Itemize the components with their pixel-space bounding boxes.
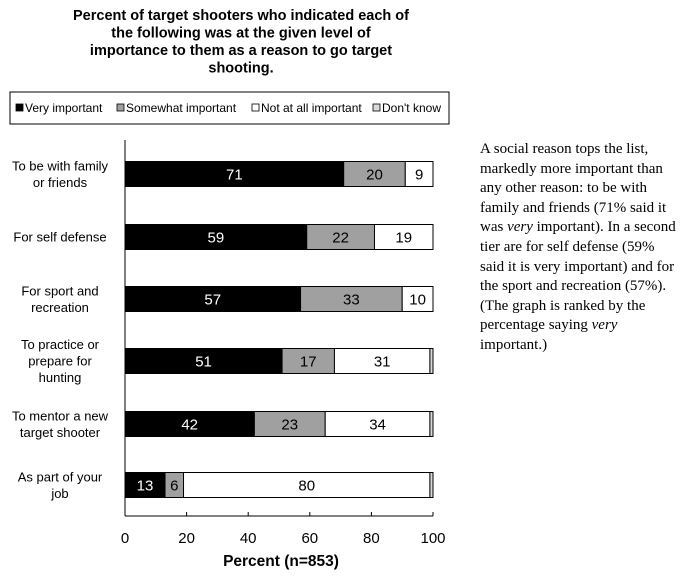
commentary-segment: important). In a second tier are for sel… <box>480 219 676 334</box>
bar-segment <box>429 411 434 437</box>
x-axis: 0 20 40 60 80 100 <box>121 140 446 547</box>
bar-segment <box>324 411 431 437</box>
bar-segment <box>429 348 434 374</box>
chart-title-line: importance to them as a reason to go tar… <box>90 43 392 59</box>
data-label: 6 <box>170 478 178 495</box>
bar-segment <box>124 472 166 498</box>
x-tick-label: 100 <box>420 530 445 547</box>
category-label: To be with family <box>12 158 109 173</box>
plot-area: To be with family or friends 71 20 9 For self… <box>12 158 434 501</box>
bar-segment <box>124 286 302 312</box>
category-label: For self defense <box>13 230 106 245</box>
data-label: 59 <box>208 230 225 247</box>
legend: Very important Somewhat important Not at a… <box>9 91 450 125</box>
bar-segment <box>124 161 345 187</box>
bar-segment <box>401 286 434 312</box>
x-tick-label: 0 <box>121 530 129 547</box>
chart-title-line: shooting. <box>208 61 273 77</box>
commentary-segment: important.) <box>480 336 548 353</box>
commentary-segment: very <box>507 219 533 236</box>
data-label: 80 <box>298 478 315 495</box>
legend-label: Somewhat important <box>126 101 237 115</box>
legend-label: Not at all important <box>261 101 362 115</box>
bar-segment <box>343 161 406 187</box>
x-tick-label: 40 <box>240 530 257 547</box>
category-label: To mentor a new <box>12 408 109 423</box>
legend-swatch <box>15 103 24 112</box>
commentary-segment: very <box>591 317 618 334</box>
category-label: To practice or <box>21 337 100 352</box>
x-tick-label: 80 <box>363 530 380 547</box>
category-label: prepare for <box>28 354 92 369</box>
data-label: 33 <box>343 292 360 309</box>
bar-segment <box>429 472 434 498</box>
legend-swatch <box>372 103 381 112</box>
commentary-segment: A social reason tops the list, markedly … <box>480 141 667 236</box>
data-label: 20 <box>366 167 383 184</box>
legend-swatch <box>251 103 260 112</box>
bar-segment <box>183 472 431 498</box>
data-label: 31 <box>374 354 391 371</box>
x-tick-label: 20 <box>178 530 195 547</box>
bar-segment <box>253 411 326 437</box>
data-label: 42 <box>181 417 198 434</box>
data-label: 71 <box>226 167 243 184</box>
bar-segment <box>306 224 375 250</box>
bar-segment <box>333 348 431 374</box>
legend-label: Don't know <box>382 101 441 115</box>
bar-segment <box>404 161 434 187</box>
data-label: 22 <box>332 230 349 247</box>
data-label: 34 <box>369 417 386 434</box>
chart-title-line: the following was at the given level of <box>111 26 371 42</box>
x-tick-label: 60 <box>301 530 318 547</box>
data-label: 57 <box>204 292 221 309</box>
commentary-text: A social reason tops the list, markedly … <box>480 140 676 356</box>
category-label: job <box>50 486 68 501</box>
category-label: recreation <box>31 300 89 315</box>
category-label: As part of your <box>18 469 103 484</box>
category-label: target shooter <box>20 425 101 440</box>
data-label: 13 <box>137 478 154 495</box>
category-label: or friends <box>33 175 88 190</box>
data-label: 10 <box>409 292 426 309</box>
bar-segment <box>281 348 335 374</box>
bar-segment <box>373 224 434 250</box>
data-label: 9 <box>415 167 423 184</box>
data-label: 17 <box>300 354 317 371</box>
legend-label: Very important <box>25 101 103 115</box>
category-label: For sport and <box>21 283 98 298</box>
chart-title-line: Percent of target shooters who indicated… <box>73 8 409 24</box>
data-label: 23 <box>281 417 298 434</box>
data-label: 19 <box>395 230 412 247</box>
commentary-paragraph: A social reason tops the list, markedly … <box>480 140 676 356</box>
bar-segment <box>124 411 255 437</box>
x-axis-label: Percent (n=853) <box>223 553 339 570</box>
data-label: 51 <box>195 354 212 371</box>
legend-swatch <box>116 103 125 112</box>
chart-title: Percent of target shooters who indicated… <box>73 8 409 77</box>
category-label: hunting <box>39 370 82 385</box>
